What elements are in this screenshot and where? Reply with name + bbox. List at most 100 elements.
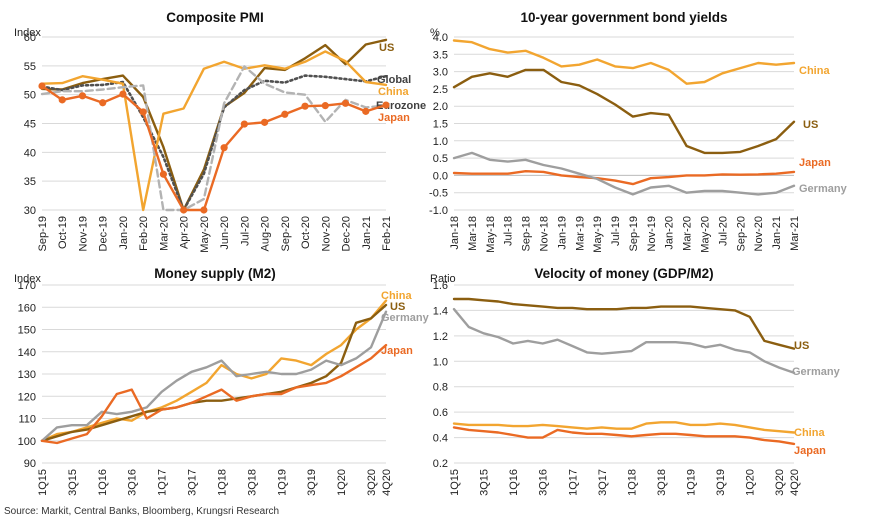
x-tick-label: Mar-18 xyxy=(467,216,479,251)
x-tick-label: Jan-19 xyxy=(556,216,568,250)
x-tick-label: 4Q20 xyxy=(789,469,801,496)
y-tick-label: 0.4 xyxy=(433,433,448,445)
data-point-japan xyxy=(281,110,289,118)
y-tick-label: 1.4 xyxy=(433,305,448,317)
x-tick-label: Jul-20 xyxy=(717,216,729,246)
y-tick-label: 35 xyxy=(24,176,36,188)
x-tick-label: 3Q17 xyxy=(597,469,609,496)
chart-bonds: 10-year government bond yields% -1.0 -0.5 0… xyxy=(429,10,848,253)
data-point-japan xyxy=(200,206,208,214)
data-point-japan xyxy=(362,107,370,115)
x-tick-label: Jan-20 xyxy=(664,216,676,250)
data-point-japan xyxy=(180,206,188,214)
y-tick-label: 1.6 xyxy=(433,280,448,292)
x-tick-label: 3Q16 xyxy=(127,469,139,496)
y-tick-label: 45 xyxy=(24,119,36,131)
x-tick-label: Jul-20 xyxy=(239,216,251,246)
data-point-japan xyxy=(159,170,168,178)
x-tick-label: Jan-21 xyxy=(771,216,783,250)
series-line-china xyxy=(452,421,796,434)
data-point-japan xyxy=(38,82,46,90)
x-tick-label: Nov-18 xyxy=(538,216,550,251)
x-tick-label: Mar-20 xyxy=(682,216,694,251)
series-line-germany xyxy=(452,151,796,196)
x-tick-label: 1Q18 xyxy=(626,469,638,496)
y-tick-label: 0.8 xyxy=(433,382,448,394)
series-line-eurozone xyxy=(40,65,388,212)
chart-title: Velocity of money (GDP/M2) xyxy=(534,266,713,281)
series-label-japan: Japan xyxy=(381,345,413,357)
y-tick-label: 1.2 xyxy=(433,331,448,343)
chart-pmi: Composite PMI Index 30 35 40 45 50 55 60 Sep-19 Oc… xyxy=(14,10,426,253)
data-point-japan xyxy=(382,101,390,109)
series-line-china xyxy=(452,39,796,85)
data-point-japan xyxy=(301,102,309,110)
x-tick-label: Jan-20 xyxy=(118,216,130,250)
x-tick-label: Nov-20 xyxy=(320,216,332,251)
series-label-germany: Germany xyxy=(799,183,848,195)
x-tick-label: Dec-20 xyxy=(341,216,353,251)
x-tick-label: Sep-18 xyxy=(521,216,533,251)
x-tick-label: 1Q18 xyxy=(216,469,228,496)
data-point-japan xyxy=(99,99,107,107)
series-line-us xyxy=(452,297,796,350)
x-tick-label: Sep-19 xyxy=(628,216,640,251)
y-tick-label: 0.2 xyxy=(433,458,448,470)
x-tick-label: Jan-18 xyxy=(449,216,461,250)
y-tick-label: 3.5 xyxy=(433,49,448,61)
x-tick-label: Nov-20 xyxy=(753,216,765,251)
series-line-japan xyxy=(40,343,388,445)
y-axis-label: % xyxy=(430,27,440,39)
x-tick-label: Feb-21 xyxy=(381,216,393,251)
x-tick-label: Jun-20 xyxy=(219,216,231,250)
series-label-china: China xyxy=(378,86,409,98)
series-line-germany xyxy=(40,310,388,442)
series-label-us: US xyxy=(379,42,394,54)
x-tick-label: May-20 xyxy=(700,216,712,253)
data-point-japan xyxy=(240,120,248,128)
x-tick-label: Feb-20 xyxy=(138,216,150,251)
source-note: Source: Markit, Central Banks, Bloomberg… xyxy=(4,506,280,517)
y-tick-label: 2.0 xyxy=(433,101,448,113)
x-tick-label: Nov-19 xyxy=(77,216,89,251)
data-point-japan xyxy=(341,99,350,107)
x-tick-label: May-19 xyxy=(592,216,604,253)
chart-velocity: Velocity of money (GDP/M2) Ratio 0.2 0.4 0.6… xyxy=(430,266,841,496)
y-tick-label: 1.0 xyxy=(433,356,448,368)
series-label-us: US xyxy=(390,301,405,313)
x-tick-label: 3Q20 xyxy=(774,469,786,496)
series-label-china: China xyxy=(794,427,825,439)
y-tick-label: 55 xyxy=(24,61,36,73)
y-tick-label: 1.5 xyxy=(433,119,448,131)
x-tick-label: 3Q18 xyxy=(656,469,668,496)
series-line-japan xyxy=(452,169,796,186)
x-tick-label: Jul-19 xyxy=(610,216,622,246)
x-tick-label: Aug-20 xyxy=(260,216,272,251)
y-axis-label: Index xyxy=(14,273,41,285)
x-tick-label: 3Q19 xyxy=(306,469,318,496)
x-tick-label: 3Q16 xyxy=(538,469,550,496)
series-label-germany: Germany xyxy=(381,312,430,324)
data-point-japan xyxy=(119,90,127,98)
x-tick-label: 1Q20 xyxy=(336,469,348,496)
x-tick-label: Oct-20 xyxy=(300,216,312,249)
x-tick-label: 1Q15 xyxy=(37,469,49,496)
x-tick-label: Mar-20 xyxy=(158,216,170,251)
series-label-us: US xyxy=(803,119,818,131)
y-tick-label: 2.5 xyxy=(433,84,448,96)
chart-title: Composite PMI xyxy=(166,10,264,25)
series-label-germany: Germany xyxy=(792,366,841,378)
x-tick-label: Mar-19 xyxy=(574,216,586,251)
y-tick-label: 3.0 xyxy=(433,67,448,79)
series-label-us: US xyxy=(794,340,809,352)
x-tick-label: 3Q17 xyxy=(187,469,199,496)
x-tick-label: 1Q16 xyxy=(508,469,520,496)
x-tick-label: May-18 xyxy=(485,216,497,253)
y-tick-label: 4.0 xyxy=(433,32,448,44)
series-label-global: Global xyxy=(377,74,411,86)
series-label-china: China xyxy=(381,290,412,302)
series-label-japan: Japan xyxy=(794,445,826,457)
y-tick-label: 140 xyxy=(18,347,36,359)
data-point-japan xyxy=(220,144,228,152)
